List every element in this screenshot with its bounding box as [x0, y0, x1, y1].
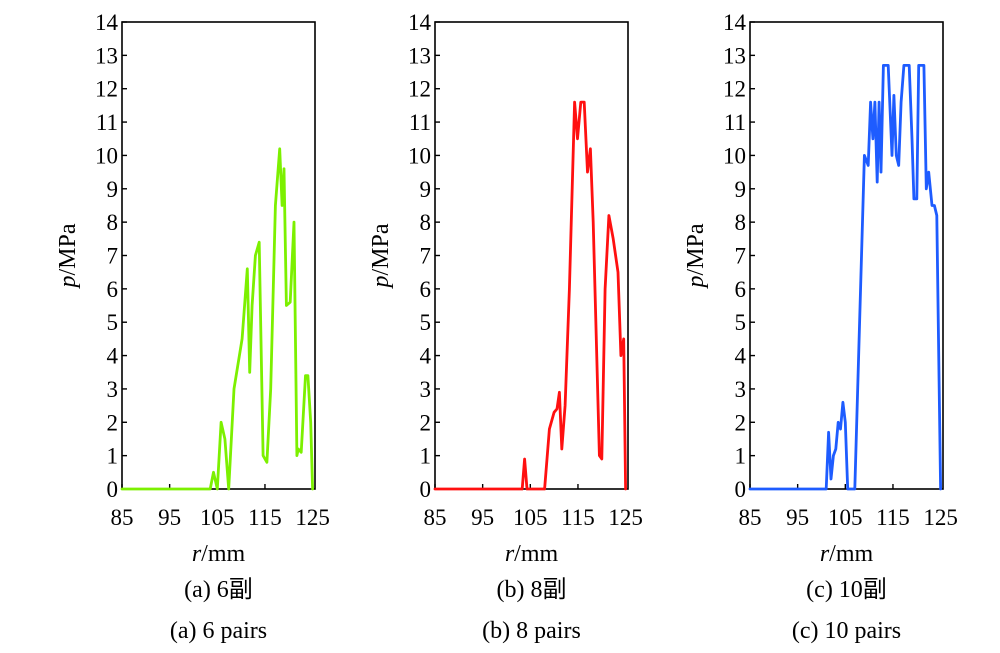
- y-axis-label: p/MPa: [55, 223, 81, 289]
- x-tick-label: 125: [295, 505, 330, 530]
- y-tick-label: 13: [95, 43, 118, 68]
- y-tick-label: 7: [420, 244, 432, 269]
- y-tick-label: 12: [723, 77, 746, 102]
- y-tick-label: 9: [735, 177, 747, 202]
- y-tick-label: 1: [735, 444, 747, 469]
- x-axis-unit: /mm: [514, 541, 558, 567]
- y-tick-label: 5: [735, 310, 747, 335]
- caption-chinese: (a) 6副: [184, 576, 253, 603]
- y-tick-label: 8: [735, 210, 747, 235]
- x-tick-label: 125: [608, 505, 643, 530]
- x-tick-label: 105: [828, 505, 863, 530]
- y-axis-symbol: p: [368, 276, 394, 290]
- y-tick-label: 12: [95, 77, 118, 102]
- y-tick-label: 14: [408, 10, 432, 35]
- x-tick-label: 85: [739, 505, 762, 530]
- y-tick-label: 10: [95, 143, 118, 168]
- y-tick-label: 3: [107, 377, 119, 402]
- y-tick-label: 6: [735, 277, 747, 302]
- x-tick-label: 105: [513, 505, 548, 530]
- pressure-line: [120, 147, 315, 491]
- y-tick-label: 2: [735, 410, 747, 435]
- x-tick-label: 95: [158, 505, 181, 530]
- x-tick-label: 85: [424, 505, 447, 530]
- x-axis-label: r/mm: [505, 541, 559, 567]
- y-tick-label: 6: [420, 277, 432, 302]
- x-axis-label: r/mm: [820, 541, 874, 567]
- y-tick-label: 14: [95, 10, 119, 35]
- y-tick-label: 7: [735, 244, 747, 269]
- y-tick-label: 13: [723, 43, 746, 68]
- y-tick-label: 4: [735, 344, 747, 369]
- y-axis-symbol: p: [683, 276, 709, 290]
- y-tick-label: 10: [408, 143, 431, 168]
- y-tick-label: 14: [723, 10, 747, 35]
- caption-chinese: (c) 10副: [806, 576, 887, 603]
- y-tick-label: 3: [735, 377, 747, 402]
- x-axis-symbol: r: [505, 541, 515, 567]
- y-axis-unit: /MPa: [55, 223, 81, 275]
- y-tick-label: 11: [724, 110, 746, 135]
- plot-frame: [749, 21, 944, 490]
- y-tick-label: 7: [107, 244, 119, 269]
- y-tick-label: 3: [420, 377, 432, 402]
- x-tick-label: 85: [111, 505, 134, 530]
- y-tick-label: 12: [408, 77, 431, 102]
- y-tick-label: 4: [107, 344, 119, 369]
- x-tick-label: 115: [876, 505, 910, 530]
- caption-english: (c) 10 pairs: [792, 618, 901, 644]
- x-tick-label: 105: [200, 505, 235, 530]
- y-tick-label: 9: [420, 177, 432, 202]
- x-tick-label: 115: [561, 505, 595, 530]
- x-tick-label: 115: [248, 505, 282, 530]
- x-axis-unit: /mm: [829, 541, 873, 567]
- y-tick-label: 11: [96, 110, 118, 135]
- y-tick-label: 0: [420, 477, 432, 502]
- y-tick-label: 2: [420, 410, 432, 435]
- y-tick-label: 1: [107, 444, 119, 469]
- y-tick-label: 10: [723, 143, 746, 168]
- y-tick-label: 0: [107, 477, 119, 502]
- x-axis-symbol: r: [192, 541, 202, 567]
- y-tick-label: 8: [107, 210, 119, 235]
- pressure-line: [748, 64, 942, 491]
- y-axis-unit: /MPa: [368, 223, 394, 275]
- y-tick-label: 11: [409, 110, 431, 135]
- y-tick-label: 2: [107, 410, 119, 435]
- pressure-line: [433, 100, 627, 491]
- y-axis-unit: /MPa: [683, 223, 709, 275]
- y-tick-label: 6: [107, 277, 119, 302]
- y-axis-symbol: p: [55, 276, 81, 290]
- y-tick-label: 0: [735, 477, 747, 502]
- y-tick-label: 4: [420, 344, 432, 369]
- x-tick-label: 95: [786, 505, 809, 530]
- y-axis-label: p/MPa: [368, 223, 394, 289]
- x-axis-symbol: r: [820, 541, 830, 567]
- x-tick-label: 95: [471, 505, 494, 530]
- y-tick-label: 5: [107, 310, 119, 335]
- x-axis-unit: /mm: [201, 541, 245, 567]
- caption-english: (b) 8 pairs: [482, 618, 581, 644]
- x-axis-label: r/mm: [192, 541, 246, 567]
- y-tick-label: 8: [420, 210, 432, 235]
- caption-chinese: (b) 8副: [497, 576, 567, 603]
- y-tick-label: 5: [420, 310, 432, 335]
- y-tick-label: 9: [107, 177, 119, 202]
- y-tick-label: 13: [408, 43, 431, 68]
- caption-english: (a) 6 pairs: [170, 618, 267, 644]
- y-tick-label: 1: [420, 444, 432, 469]
- x-tick-label: 125: [923, 505, 958, 530]
- y-axis-label: p/MPa: [683, 223, 709, 289]
